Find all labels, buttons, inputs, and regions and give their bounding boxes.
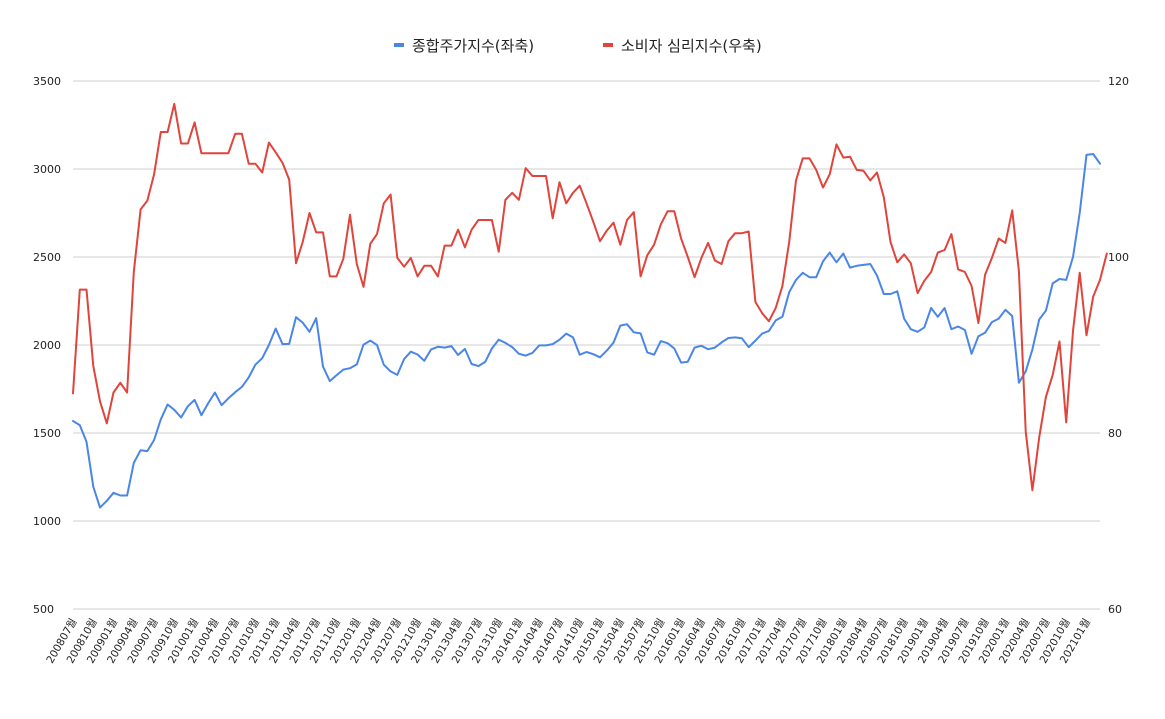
series-line-consumer-sentiment [72, 102, 1108, 492]
legend[interactable]: 종합주가지수(좌축) 소비자 심리지수(우축) [394, 37, 762, 55]
series-line-stock-index [72, 153, 1101, 509]
left-tick-label: 1500 [33, 427, 61, 440]
x-axis-ticks: 200807월200810월200901월200904월200907월20091… [44, 617, 1093, 666]
left-axis-ticks: 500 1000 1500 2000 2500 3000 3500 [33, 75, 61, 616]
right-tick-label: 120 [1108, 75, 1129, 88]
legend-label-consumer-sentiment: 소비자 심리지수(우축) [621, 37, 762, 55]
right-axis-ticks: 60 80 100 120 [1108, 75, 1129, 616]
left-tick-label: 1000 [33, 515, 61, 528]
right-tick-label: 80 [1108, 427, 1122, 440]
series-lines [72, 102, 1108, 509]
left-tick-label: 2500 [33, 251, 61, 264]
legend-swatch-stock-index [394, 43, 404, 47]
left-tick-label: 3000 [33, 163, 61, 176]
left-tick-label: 2000 [33, 339, 61, 352]
grid-lines [73, 80, 1100, 610]
left-tick-label: 3500 [33, 75, 61, 88]
legend-swatch-consumer-sentiment [603, 43, 613, 47]
legend-label-stock-index: 종합주가지수(좌축) [412, 37, 534, 55]
left-tick-label: 500 [33, 603, 54, 616]
right-tick-label: 60 [1108, 603, 1122, 616]
right-tick-label: 100 [1108, 251, 1129, 264]
